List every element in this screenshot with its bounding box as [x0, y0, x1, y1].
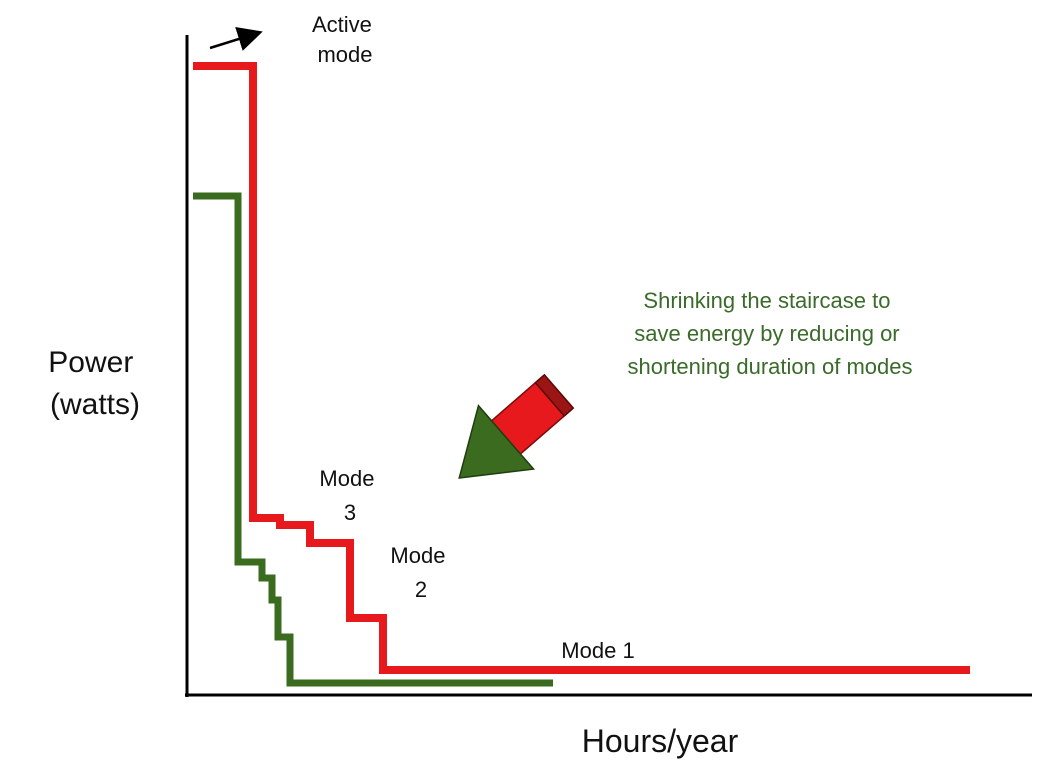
- y-axis-label: Power (watts): [48, 346, 141, 421]
- note: Shrinking the staircase to save energy b…: [628, 288, 913, 379]
- current-staircase: [193, 62, 970, 674]
- mode1-label: Mode 1: [561, 638, 634, 663]
- x-axis-label: Hours/year: [582, 723, 739, 759]
- reduced-staircase: [193, 192, 553, 687]
- mode3-label: Mode 3: [319, 466, 380, 525]
- pointer-arrow: [209, 27, 263, 51]
- shrink-arrow: [458, 373, 575, 479]
- active-mode-label: Active mode: [312, 12, 378, 67]
- mode2-label: Mode 2: [390, 543, 451, 602]
